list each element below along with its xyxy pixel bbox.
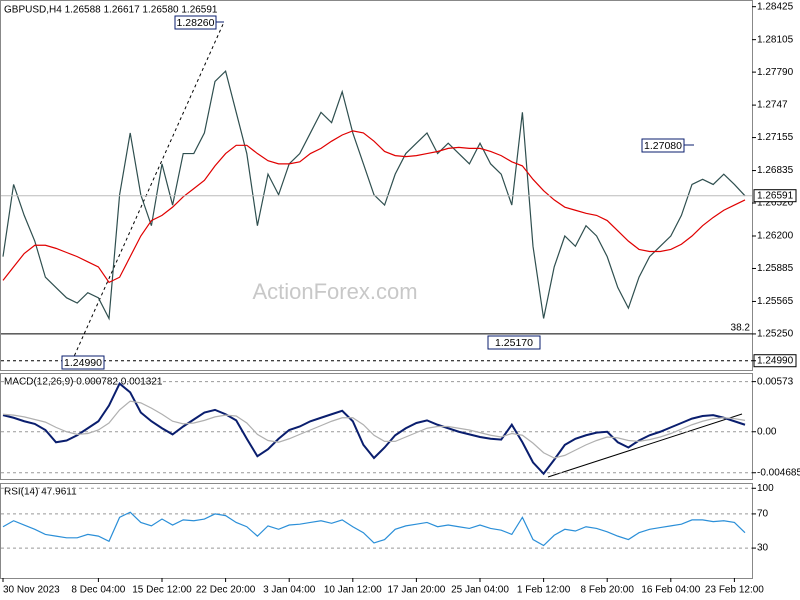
- y-tick-label: 1.26520: [757, 198, 794, 209]
- x-tick-label: 17 Jan 20:00: [387, 585, 445, 596]
- x-tick-label: 22 Dec 20:00: [196, 585, 256, 596]
- y-tick-label: 1.27790: [757, 67, 794, 78]
- x-tick-label: 23 Feb 12:00: [705, 585, 764, 596]
- tick-box: [753, 354, 797, 368]
- x-tick-label: 1 Feb 12:00: [517, 585, 571, 596]
- series-line: [2, 69, 746, 321]
- series-line: [2, 400, 746, 459]
- y-tick-label: 1.25250: [757, 329, 794, 340]
- main-title: GBPUSD,H4 1.26588 1.26617 1.26580 1.2659…: [4, 5, 218, 16]
- watermark: ActionForex.com: [252, 279, 417, 304]
- annotation: 1.28260: [177, 17, 215, 29]
- last-price-box: [753, 189, 797, 203]
- trend-line: [71, 21, 225, 362]
- y-tick-label: 1.2747: [757, 100, 788, 111]
- y-tick-label: 1.28105: [757, 34, 794, 45]
- y-tick-label: 30: [757, 543, 769, 554]
- series-line: [2, 130, 746, 284]
- y-tick-label: 1.26835: [757, 165, 794, 176]
- x-tick-label: 8 Feb 20:00: [581, 585, 635, 596]
- macd-title: MACD(12,26,9) 0.000782 0.001321: [4, 377, 163, 388]
- x-tick-label: 3 Jan 04:00: [263, 585, 316, 596]
- rsi-panel: [0, 483, 753, 579]
- y-tick-label: -0.004685: [757, 467, 800, 478]
- annotations: 1.28260 1.27080 1.25170 1.24990: [61, 15, 694, 370]
- y-tick-label: 70: [757, 509, 769, 520]
- x-tick-label: 30 Nov 2023: [3, 585, 60, 596]
- series-line: [2, 382, 746, 476]
- y-tick-label: 1.24990: [757, 355, 794, 366]
- annotation: 1.24990: [64, 357, 102, 369]
- x-tick-label: 10 Jan 12:00: [324, 585, 382, 596]
- y-tick-label: 1.27155: [757, 132, 794, 143]
- annotation: 1.25170: [495, 337, 533, 349]
- main-panel: [0, 0, 753, 371]
- rsi-title: RSI(14) 47.9611: [4, 487, 77, 498]
- series-line: [2, 511, 746, 547]
- y-tick-label: 1.25885: [757, 263, 794, 274]
- x-tick-label: 8 Dec 04:00: [71, 585, 125, 596]
- annotation: 1.27080: [644, 140, 682, 152]
- x-tick-label: 25 Jan 04:00: [451, 585, 509, 596]
- fib-label: 38.2: [731, 323, 751, 334]
- y-tick-label: 1.25565: [757, 296, 794, 307]
- last-price-label: 1.26591: [757, 190, 794, 201]
- annotation-box: [487, 335, 541, 350]
- macd-trend-line: [547, 413, 743, 478]
- y-tick-label: 0.00: [757, 426, 777, 437]
- macd-panel: [0, 373, 753, 480]
- y-tick-label: 1.28425: [757, 1, 794, 12]
- y-tick-label: 0.00573: [757, 376, 794, 387]
- y-tick-label: 1.26200: [757, 231, 794, 242]
- annotation-box: [61, 355, 105, 370]
- x-tick-label: 15 Dec 12:00: [132, 585, 192, 596]
- x-tick-label: 16 Feb 04:00: [641, 585, 700, 596]
- y-tick-label: 100: [757, 483, 774, 494]
